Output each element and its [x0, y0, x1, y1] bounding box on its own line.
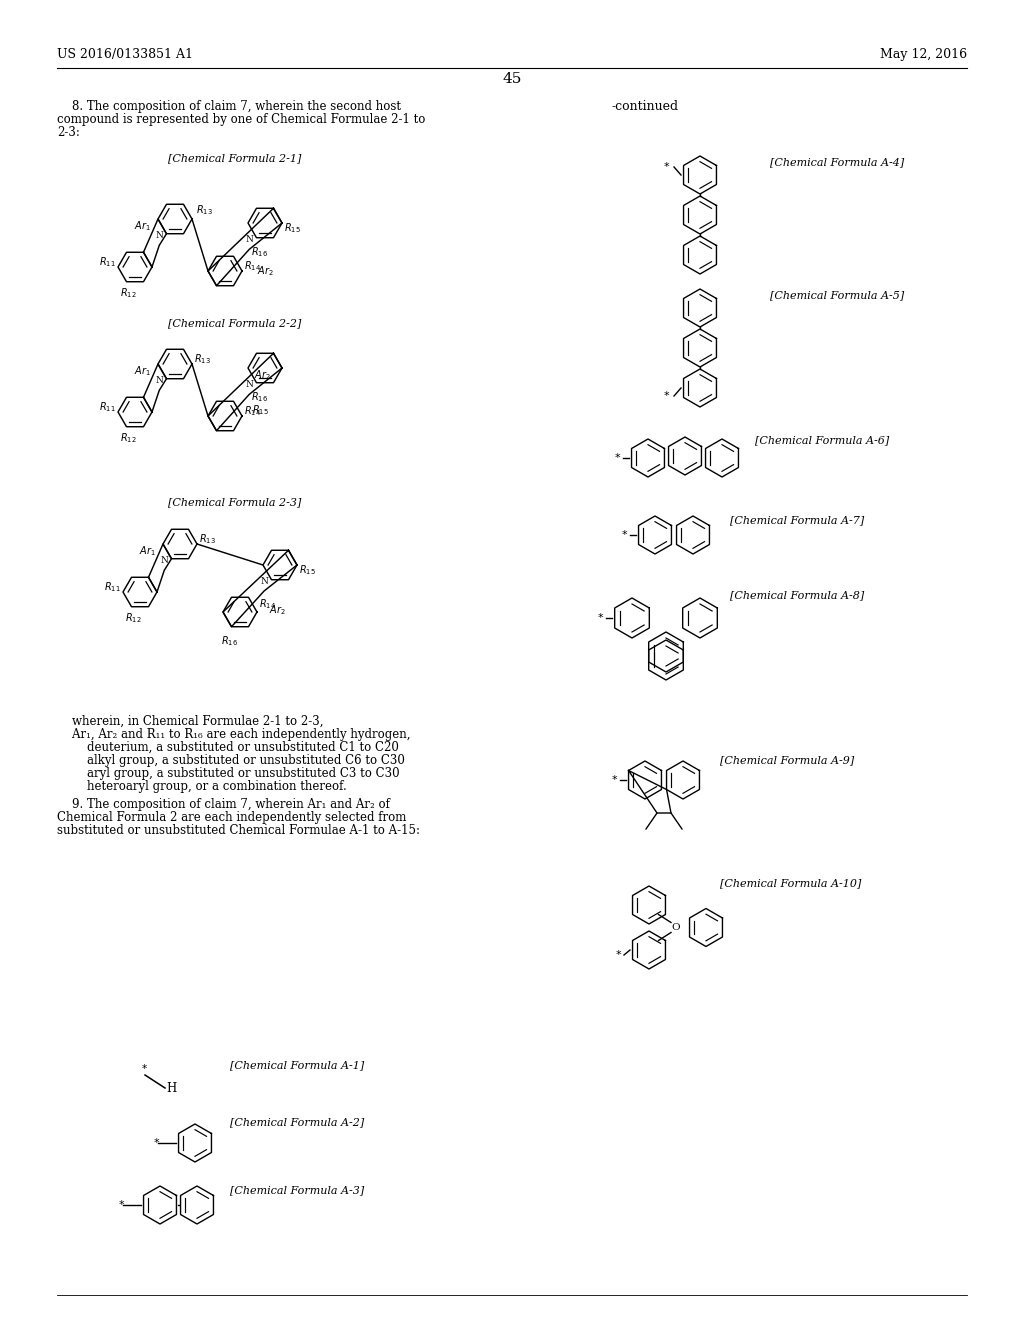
Text: $R_{14}$: $R_{14}$: [259, 597, 276, 611]
Text: 2-3:: 2-3:: [57, 125, 80, 139]
Text: [Chemical Formula A-8]: [Chemical Formula A-8]: [730, 590, 864, 601]
Text: *: *: [664, 162, 669, 172]
Text: $R_{16}$: $R_{16}$: [252, 246, 268, 259]
Text: *: *: [154, 1138, 159, 1148]
Text: heteroaryl group, or a combination thereof.: heteroaryl group, or a combination there…: [57, 780, 347, 793]
Text: *: *: [141, 1064, 146, 1074]
Text: $Ar_1$: $Ar_1$: [139, 545, 157, 558]
Text: May 12, 2016: May 12, 2016: [880, 48, 967, 61]
Text: $R_{12}$: $R_{12}$: [120, 432, 136, 445]
Text: N: N: [246, 235, 253, 244]
Text: $R_{12}$: $R_{12}$: [120, 286, 136, 300]
Text: $R_{14}$: $R_{14}$: [244, 404, 261, 418]
Text: [Chemical Formula A-4]: [Chemical Formula A-4]: [770, 157, 904, 168]
Text: alkyl group, a substituted or unsubstituted C6 to C30: alkyl group, a substituted or unsubstitu…: [57, 754, 404, 767]
Text: $R_{13}$: $R_{13}$: [194, 352, 211, 366]
Text: N: N: [260, 577, 268, 586]
Text: *: *: [611, 775, 616, 785]
Text: *: *: [614, 453, 620, 463]
Text: [Chemical Formula A-7]: [Chemical Formula A-7]: [730, 515, 864, 525]
Text: [Chemical Formula A-9]: [Chemical Formula A-9]: [720, 755, 854, 766]
Text: $R_{11}$: $R_{11}$: [99, 255, 116, 269]
Text: $Ar_1$: $Ar_1$: [134, 364, 152, 379]
Text: $R_{15}$: $R_{15}$: [252, 403, 268, 417]
Text: 8. The composition of claim 7, wherein the second host: 8. The composition of claim 7, wherein t…: [57, 100, 401, 114]
Text: $Ar_2$: $Ar_2$: [254, 368, 271, 383]
Text: $R_{15}$: $R_{15}$: [284, 220, 301, 235]
Text: $R_{16}$: $R_{16}$: [252, 389, 268, 404]
Text: [Chemical Formula A-10]: [Chemical Formula A-10]: [720, 878, 861, 888]
Text: [Chemical Formula 2-3]: [Chemical Formula 2-3]: [168, 498, 302, 507]
Text: $R_{16}$: $R_{16}$: [221, 634, 239, 648]
Text: *: *: [597, 612, 603, 623]
Text: $R_{11}$: $R_{11}$: [104, 579, 121, 594]
Text: US 2016/0133851 A1: US 2016/0133851 A1: [57, 48, 193, 61]
Text: [Chemical Formula 2-1]: [Chemical Formula 2-1]: [168, 153, 302, 162]
Text: [Chemical Formula 2-2]: [Chemical Formula 2-2]: [168, 318, 302, 327]
Text: *: *: [118, 1200, 124, 1210]
Text: substituted or unsubstituted Chemical Formulae A-1 to A-15:: substituted or unsubstituted Chemical Fo…: [57, 824, 420, 837]
Text: Chemical Formula 2 are each independently selected from: Chemical Formula 2 are each independentl…: [57, 810, 407, 824]
Text: $Ar_2$: $Ar_2$: [257, 264, 274, 279]
Text: O: O: [672, 923, 680, 932]
Text: $R_{15}$: $R_{15}$: [299, 564, 315, 577]
Text: $R_{13}$: $R_{13}$: [199, 532, 216, 546]
Text: [Chemical Formula A-2]: [Chemical Formula A-2]: [230, 1117, 365, 1127]
Text: $R_{11}$: $R_{11}$: [99, 400, 116, 414]
Text: aryl group, a substituted or unsubstituted C3 to C30: aryl group, a substituted or unsubstitut…: [57, 767, 399, 780]
Text: [Chemical Formula A-1]: [Chemical Formula A-1]: [230, 1060, 365, 1071]
Text: N: N: [156, 231, 163, 240]
Text: *: *: [664, 391, 669, 401]
Text: $R_{12}$: $R_{12}$: [125, 611, 141, 624]
Text: [Chemical Formula A-5]: [Chemical Formula A-5]: [770, 290, 904, 300]
Text: *: *: [622, 531, 627, 540]
Text: -continued: -continued: [612, 100, 679, 114]
Text: [Chemical Formula A-3]: [Chemical Formula A-3]: [230, 1185, 365, 1195]
Text: 45: 45: [503, 73, 521, 86]
Text: deuterium, a substituted or unsubstituted C1 to C20: deuterium, a substituted or unsubstitute…: [57, 741, 399, 754]
Text: H: H: [166, 1082, 176, 1096]
Text: [Chemical Formula A-6]: [Chemical Formula A-6]: [755, 436, 889, 445]
Text: compound is represented by one of Chemical Formulae 2-1 to: compound is represented by one of Chemic…: [57, 114, 425, 125]
Text: Ar₁, Ar₂ and R₁₁ to R₁₆ are each independently hydrogen,: Ar₁, Ar₂ and R₁₁ to R₁₆ are each indepen…: [57, 729, 411, 741]
Text: N: N: [161, 556, 168, 565]
Text: $R_{13}$: $R_{13}$: [196, 203, 213, 218]
Text: N: N: [246, 380, 253, 389]
Text: 9. The composition of claim 7, wherein Ar₁ and Ar₂ of: 9. The composition of claim 7, wherein A…: [57, 799, 390, 810]
Text: $Ar_2$: $Ar_2$: [269, 603, 286, 616]
Text: $R_{14}$: $R_{14}$: [244, 259, 261, 273]
Text: $Ar_1$: $Ar_1$: [134, 219, 152, 234]
Text: N: N: [156, 376, 163, 385]
Text: *: *: [615, 950, 621, 960]
Text: wherein, in Chemical Formulae 2-1 to 2-3,: wherein, in Chemical Formulae 2-1 to 2-3…: [57, 715, 324, 729]
